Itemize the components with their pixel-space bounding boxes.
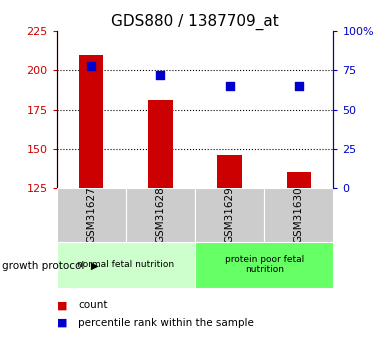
Text: ■: ■ [57, 318, 67, 327]
Bar [195, 188, 264, 241]
Bar [79, 55, 103, 188]
Text: protein poor fetal
nutrition: protein poor fetal nutrition [225, 255, 304, 275]
Bar [57, 241, 195, 288]
Bar [148, 100, 172, 188]
Bar [287, 172, 311, 188]
Text: normal fetal nutrition: normal fetal nutrition [77, 260, 174, 269]
Bar [57, 188, 126, 241]
Text: ■: ■ [57, 300, 67, 310]
Text: GSM31627: GSM31627 [86, 186, 96, 243]
Bar [126, 188, 195, 241]
Bar [218, 155, 242, 188]
Point [227, 83, 233, 89]
Bar [195, 241, 333, 288]
Text: percentile rank within the sample: percentile rank within the sample [78, 318, 254, 327]
Point [157, 72, 163, 78]
Text: GSM31628: GSM31628 [155, 186, 165, 243]
Text: growth protocol  ▶: growth protocol ▶ [2, 261, 99, 270]
Point [88, 63, 94, 68]
Title: GDS880 / 1387709_at: GDS880 / 1387709_at [111, 13, 279, 30]
Text: count: count [78, 300, 108, 310]
Text: GSM31629: GSM31629 [225, 186, 235, 243]
Bar [264, 188, 333, 241]
Text: GSM31630: GSM31630 [294, 186, 304, 243]
Point [296, 83, 302, 89]
